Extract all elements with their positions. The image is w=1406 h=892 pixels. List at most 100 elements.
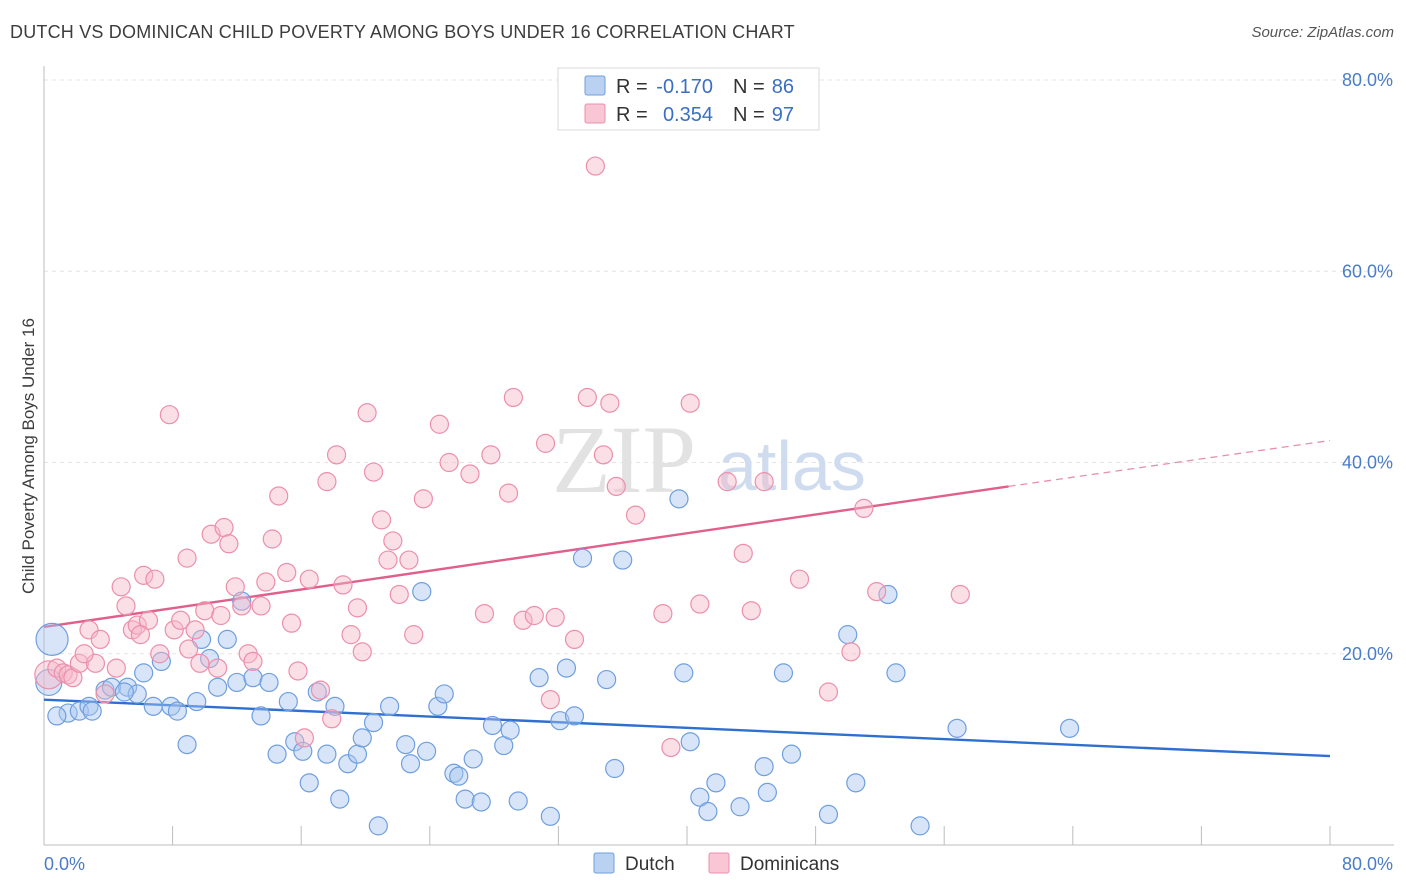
dutch-point (482, 715, 503, 736)
dominican-point (754, 472, 774, 492)
dominican-point (439, 452, 459, 473)
dominican-point (363, 462, 384, 482)
dominican-point (347, 598, 368, 618)
dominican-trend-line (43, 485, 1009, 629)
dutch-point (564, 706, 585, 726)
dutch-point (35, 622, 69, 657)
stats-r-value: 0.354 (663, 104, 713, 126)
dominican-point (159, 405, 179, 425)
dominican-point (288, 661, 308, 681)
dominican-point (69, 653, 89, 673)
dutch-point (217, 629, 237, 650)
dutch-point (82, 701, 102, 721)
dominican-point (256, 572, 276, 592)
dominican-point (680, 393, 700, 413)
watermark-atlas: atlas (718, 427, 866, 505)
dominican-point (262, 529, 282, 549)
y-axis-title: Child Poverty Among Boys Under 16 (19, 318, 38, 594)
dominican-point (524, 605, 544, 626)
dominican-point (134, 565, 154, 585)
dutch-point (400, 754, 421, 774)
dominican-point (606, 476, 626, 497)
dominican-point (310, 680, 331, 700)
dominican-point (208, 658, 228, 678)
legend-label-dominicans: Dominicans (740, 854, 839, 875)
dominican-point (818, 682, 839, 702)
dominican-point (179, 639, 199, 659)
dutch-point (299, 773, 319, 793)
dominican-point (277, 562, 297, 583)
dutch-point (463, 749, 483, 769)
dutch-point (278, 691, 298, 712)
dominican-point (63, 668, 83, 688)
stats-r-value: -0.170 (656, 76, 713, 98)
dutch-point (434, 684, 454, 704)
dutch-point (368, 816, 388, 836)
dutch-point (757, 782, 777, 803)
dominican-point (789, 569, 810, 589)
dominican-point (352, 642, 372, 662)
trend-lines (43, 439, 1331, 758)
dominican-trend-extension (1008, 439, 1331, 488)
dutch-point (550, 711, 570, 731)
dutch-point (199, 648, 220, 669)
dominican-point (661, 737, 681, 758)
dutch-point (773, 663, 794, 683)
stats-swatch-dutch (584, 75, 606, 96)
dominican-point (399, 550, 419, 570)
watermark: ZIP atlas (552, 406, 866, 513)
dominican-point (116, 596, 136, 616)
dutch-point (191, 629, 212, 650)
stats-r-label: R = (616, 104, 648, 126)
dutch-point (698, 801, 718, 822)
dominican-point (341, 625, 361, 645)
x-tick-label: 80.0% (1342, 854, 1393, 874)
dutch-point (886, 663, 906, 683)
dutch-point (754, 756, 774, 777)
dutch-point (449, 766, 469, 786)
dutch-point (529, 668, 549, 688)
dominican-point (74, 644, 94, 664)
dominican-point (294, 728, 315, 748)
dutch-point (412, 581, 432, 602)
dutch-point (363, 712, 384, 733)
dominican-point (600, 393, 620, 413)
dominican-point (333, 575, 353, 595)
dominican-point (232, 596, 252, 616)
dominican-point (741, 601, 761, 621)
dutch-point (1059, 718, 1080, 738)
dutch-point (781, 744, 802, 764)
dominican-point (269, 486, 289, 506)
dutch-point (690, 787, 710, 807)
legend: Dutch Dominicans (593, 852, 839, 875)
dominican-point (867, 581, 887, 602)
dutch-point (47, 706, 67, 726)
dutch-trend-line (43, 698, 1331, 758)
dominican-point (460, 464, 480, 484)
dutch-point (396, 734, 416, 755)
dominican-point (164, 620, 184, 640)
dominican-point (326, 445, 347, 465)
stats-n-label: N = (733, 76, 765, 98)
y-tick-label: 20.0% (1342, 644, 1393, 664)
dutch-point (878, 584, 898, 605)
dutch-point (232, 591, 252, 611)
dominican-point (317, 472, 337, 492)
stats-n-value: 97 (772, 104, 794, 126)
legend-label-dutch: Dutch (625, 854, 675, 875)
dominican-point (625, 505, 646, 525)
dominican-point (854, 498, 874, 518)
dutch-point (669, 489, 689, 509)
chart-title: DUTCH VS DOMINICAN CHILD POVERTY AMONG B… (10, 22, 795, 42)
dutch-point (380, 696, 400, 716)
dutch-point (674, 663, 694, 683)
dutch-point (243, 668, 263, 688)
stats-swatch-dominicans (584, 103, 606, 124)
dominican-point (503, 387, 523, 408)
dutch-point (325, 696, 345, 716)
dominican-point (690, 594, 710, 614)
dominican-point (474, 603, 495, 624)
dutch-point (605, 758, 625, 779)
dominican-point (243, 651, 263, 672)
dominican-point (429, 414, 450, 434)
